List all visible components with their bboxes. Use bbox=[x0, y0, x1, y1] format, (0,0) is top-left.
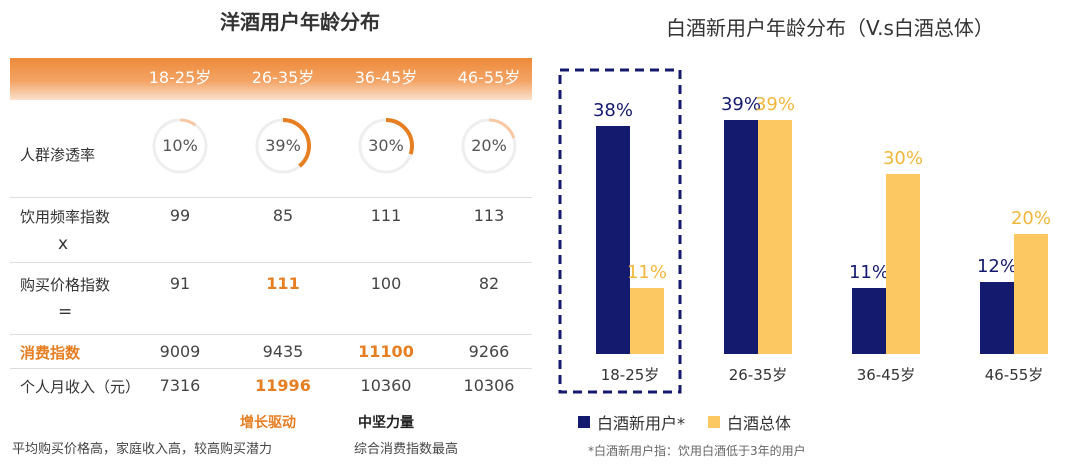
left-panel-title: 洋酒用户年龄分布 bbox=[220, 10, 380, 34]
core-force-desc: 综合消费指数最高 bbox=[354, 442, 459, 457]
frequency-value: 85 bbox=[272, 206, 294, 225]
bar-overall bbox=[886, 174, 920, 354]
multiply-symbol: x bbox=[58, 234, 69, 254]
ring-graphic bbox=[358, 118, 414, 174]
penetration-ring-26-35: 39% bbox=[253, 116, 313, 176]
consumption-value: 9266 bbox=[468, 342, 510, 361]
row-divider bbox=[10, 334, 532, 335]
chart-title: 白酒新用户年龄分布（V.s白酒总体） bbox=[666, 16, 994, 40]
penetration-value: 39% bbox=[265, 136, 301, 155]
frequency-value: 99 bbox=[169, 206, 191, 225]
bar-new-users bbox=[980, 282, 1014, 354]
income-value: 10306 bbox=[463, 376, 515, 395]
price-label: 购买价格指数 bbox=[20, 276, 111, 294]
bar-overall bbox=[758, 120, 792, 354]
ring-arc bbox=[152, 118, 208, 174]
income-value: 10360 bbox=[360, 376, 412, 395]
ring-graphic bbox=[461, 118, 517, 174]
penetration-ring-18-25: 10% bbox=[150, 116, 210, 176]
frequency-label: 饮用频率指数 bbox=[20, 208, 111, 226]
bar-value-label: 39% bbox=[755, 94, 795, 115]
bar-value-label: 38% bbox=[593, 100, 633, 121]
consumption-value: 9009 bbox=[159, 342, 201, 361]
consumption-value-highlight: 11100 bbox=[358, 342, 414, 361]
bar-chart: 38% 11% 18-25岁 39%39% 26-35岁 11% 30% 36-45岁 12% 2… bbox=[558, 68, 1051, 394]
legend-overall: 白酒总体 bbox=[708, 410, 791, 434]
consumption-value: 9435 bbox=[262, 342, 304, 361]
row-divider bbox=[10, 368, 532, 369]
row-divider bbox=[10, 197, 532, 198]
income-value: 7316 bbox=[159, 376, 201, 395]
penetration-value: 20% bbox=[471, 136, 507, 155]
core-force-title: 中坚力量 bbox=[358, 415, 414, 431]
frequency-value: 111 bbox=[370, 206, 402, 225]
category-label: 18-25岁 bbox=[601, 366, 660, 384]
category-label: 46-55岁 bbox=[985, 366, 1044, 384]
age-header-26-35: 26-35岁 bbox=[251, 68, 315, 87]
legend-new-users: 白酒新用户* bbox=[578, 410, 685, 434]
age-header-band bbox=[10, 58, 532, 100]
bar-overall bbox=[630, 288, 664, 354]
age-header-36-45: 36-45岁 bbox=[354, 68, 418, 87]
row-divider bbox=[10, 262, 532, 263]
income-label: 个人月收入（元） bbox=[20, 378, 141, 396]
bar-value-label: 11% bbox=[849, 262, 889, 283]
price-value-highlight: 111 bbox=[266, 274, 300, 293]
bar-value-label: 12% bbox=[977, 256, 1017, 277]
bar-overall bbox=[1014, 234, 1048, 354]
ring-arc bbox=[255, 118, 311, 174]
growth-driver-desc: 平均购买价格高，家庭收入高，较高购买潜力 bbox=[12, 442, 273, 457]
ring-arc bbox=[461, 118, 517, 174]
ring-arc bbox=[358, 118, 414, 174]
equals-symbol: = bbox=[58, 302, 73, 322]
legend-label: 白酒总体 bbox=[727, 414, 792, 433]
bar-value-label: 39% bbox=[721, 94, 761, 115]
price-value: 91 bbox=[169, 274, 191, 293]
bar-value-label: 11% bbox=[627, 262, 667, 283]
penetration-ring-36-45: 30% bbox=[356, 116, 416, 176]
highlight-box bbox=[558, 68, 682, 394]
penetration-label: 人群渗透率 bbox=[20, 146, 96, 164]
legend-swatch-yellow bbox=[708, 416, 720, 428]
consumption-label: 消费指数 bbox=[20, 344, 81, 362]
chart-footnote: *白酒新用户指：饮用白酒低于3年的用户 bbox=[588, 444, 806, 458]
income-value-highlight: 11996 bbox=[255, 376, 311, 395]
penetration-value: 10% bbox=[162, 136, 198, 155]
bar-value-label: 20% bbox=[1011, 208, 1051, 229]
bar-new-users bbox=[852, 288, 886, 354]
legend-swatch-navy bbox=[578, 416, 590, 428]
growth-driver-title: 增长驱动 bbox=[240, 415, 296, 431]
bar-value-label: 30% bbox=[883, 148, 923, 169]
frequency-value: 113 bbox=[473, 206, 505, 225]
ring-graphic bbox=[152, 118, 208, 174]
ring-graphic bbox=[255, 118, 311, 174]
bar-new-users bbox=[596, 126, 630, 354]
price-value: 100 bbox=[370, 274, 402, 293]
bar-new-users bbox=[724, 120, 758, 354]
category-label: 26-35岁 bbox=[729, 366, 788, 384]
age-header-18-25: 18-25岁 bbox=[148, 68, 212, 87]
age-header-46-55: 46-55岁 bbox=[457, 68, 521, 87]
penetration-value: 30% bbox=[368, 136, 404, 155]
price-value: 82 bbox=[478, 274, 500, 293]
penetration-ring-46-55: 20% bbox=[459, 116, 519, 176]
category-label: 36-45岁 bbox=[857, 366, 916, 384]
legend-label: 白酒新用户* bbox=[597, 414, 686, 433]
